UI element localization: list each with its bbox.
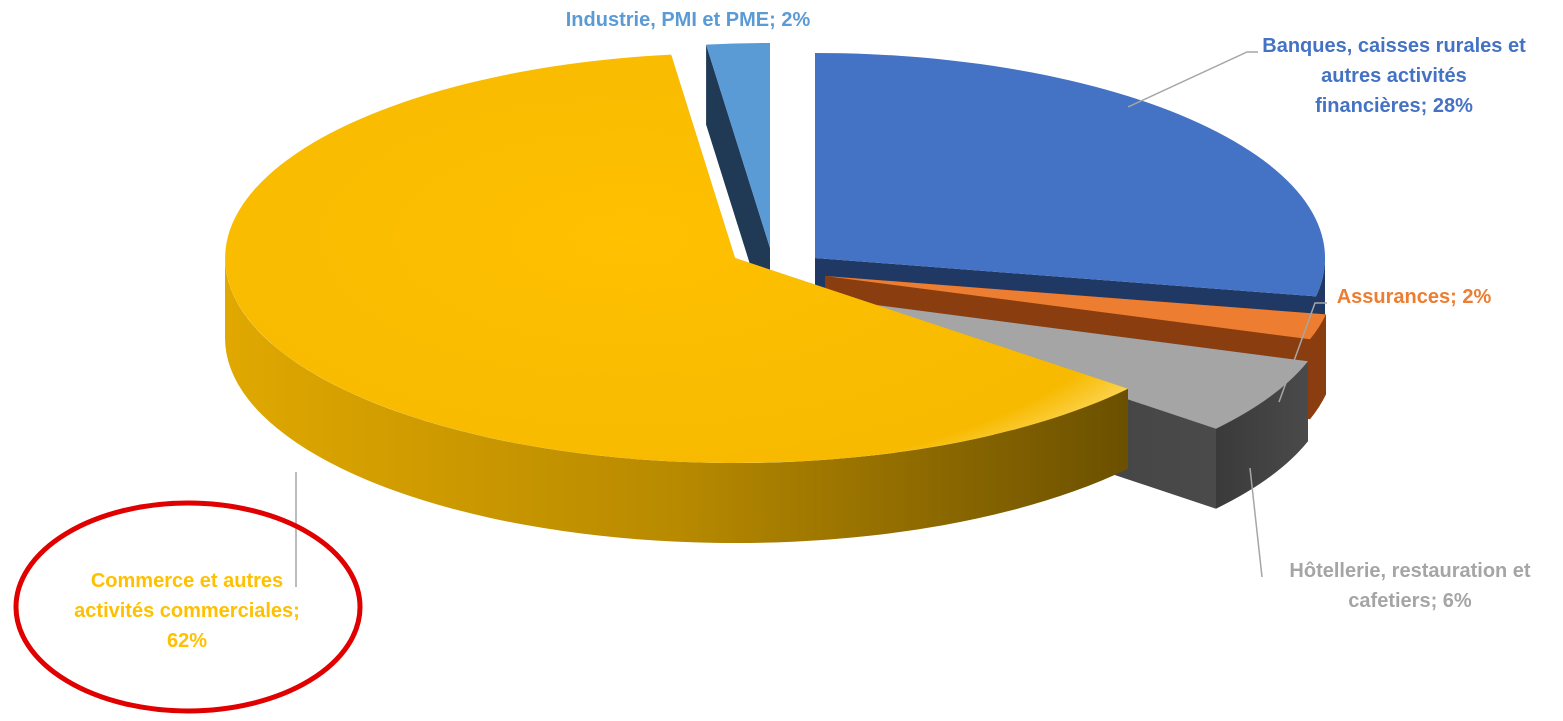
pie-slice-commerce-et-autres-activites-commerciales bbox=[224, 54, 1129, 544]
pie-slice-side bbox=[1310, 314, 1326, 420]
data-label-line: Commerce et autres bbox=[91, 570, 283, 592]
pie-slice-top bbox=[706, 42, 770, 248]
leader-line bbox=[1249, 467, 1263, 578]
leader-line bbox=[1278, 302, 1327, 403]
pie-slice-wall bbox=[706, 44, 770, 328]
data-label: Industrie, PMI et PME; 2% bbox=[566, 9, 811, 31]
data-label-line: cafetiers; 6% bbox=[1348, 590, 1472, 612]
pie-slice-industrie-pmi-et-pme bbox=[706, 42, 770, 328]
pie-slice-top bbox=[815, 52, 1326, 297]
data-label: Commerce et autres activités commerciales… bbox=[74, 570, 300, 652]
pie-slice-side bbox=[224, 258, 1129, 544]
data-label: Hôtellerie, restauration et cafetiers; 6% bbox=[1289, 560, 1531, 612]
data-label-line: Industrie, PMI et PME; 2% bbox=[566, 9, 811, 31]
leader-line bbox=[1127, 51, 1258, 108]
pie-slice-side bbox=[1216, 361, 1308, 509]
highlight-ellipse bbox=[13, 500, 363, 714]
data-label: Banques, caisses rurales et autres activi… bbox=[1262, 35, 1526, 117]
data-label: Assurances; 2% bbox=[1337, 286, 1492, 308]
data-label-line: financières; 28% bbox=[1315, 95, 1473, 117]
pie-slice-top bbox=[225, 54, 1128, 463]
data-label-line: Assurances; 2% bbox=[1337, 286, 1492, 308]
pie-slice-top bbox=[825, 276, 1326, 340]
data-label-line: 62% bbox=[167, 630, 207, 652]
data-label-line: activités commerciales; bbox=[74, 600, 300, 622]
data-label-line: autres activités bbox=[1321, 65, 1467, 87]
data-label-line: Hôtellerie, restauration et bbox=[1289, 560, 1531, 582]
data-label-line: Banques, caisses rurales et bbox=[1262, 35, 1526, 57]
